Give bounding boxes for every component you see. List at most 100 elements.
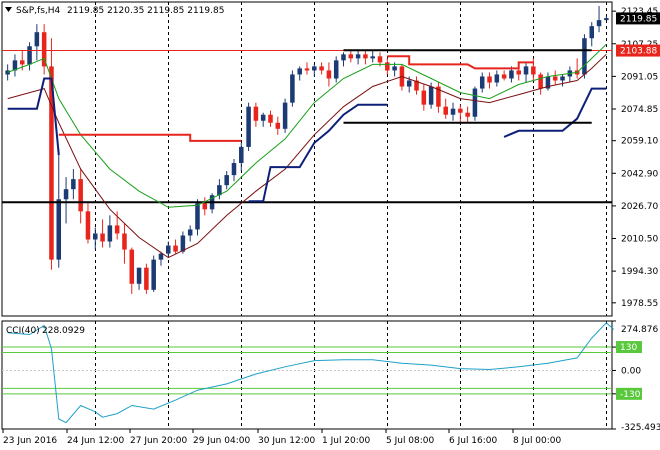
y-tick-label-9: 1978.55 xyxy=(621,299,658,309)
candle-body-69 xyxy=(509,70,514,79)
red-level-tag: 2103.88 xyxy=(620,47,657,57)
cci-tick-label-2: 0.00 xyxy=(621,366,641,376)
cci-plot-border xyxy=(1,320,613,430)
candle-body-53 xyxy=(392,66,397,71)
candle-body-64 xyxy=(472,88,478,117)
x-tick-label-5: 1 Jul 20:00 xyxy=(322,436,371,446)
candle-body-19 xyxy=(144,267,149,290)
cci-plot-frame xyxy=(1,320,613,430)
candle-body-8 xyxy=(63,189,69,200)
candle-body-9 xyxy=(71,179,76,190)
candle-body-79 xyxy=(582,38,587,75)
candle-body-81 xyxy=(596,20,602,27)
last-price-tag-bg xyxy=(616,12,660,25)
candle-body-82 xyxy=(604,18,609,21)
candle-body-23 xyxy=(173,245,178,252)
cci-line xyxy=(7,322,615,424)
candle-body-31 xyxy=(231,163,237,176)
ohlc-values: 2119.85 2120.35 2119.85 2119.85 xyxy=(67,6,224,16)
candle-body-55 xyxy=(406,80,412,87)
x-tick-label-4: 30 Jun 12:00 xyxy=(258,436,315,446)
candle-body-18 xyxy=(136,267,142,284)
cci-tick-label-4: -325.4937 xyxy=(621,423,660,433)
candle-body-52 xyxy=(385,62,390,71)
symbol-title: S&P,fs,H4 xyxy=(16,6,61,16)
candle-body-75 xyxy=(552,76,558,81)
candle-body-25 xyxy=(187,229,193,236)
y-tick-label-5: 2042.90 xyxy=(621,169,658,179)
cci-tick-label-0: 274.876 xyxy=(621,325,658,335)
candle-body-24 xyxy=(180,235,186,252)
candle-body-29 xyxy=(217,185,222,196)
candle-body-48 xyxy=(355,54,361,59)
candle-body-15 xyxy=(114,225,120,234)
candle-body-59 xyxy=(436,86,441,107)
candle-body-60 xyxy=(443,106,448,115)
y-tick-label-4: 2059.10 xyxy=(621,137,658,147)
candle-body-10 xyxy=(78,179,83,212)
candle-body-56 xyxy=(414,80,419,91)
candle-body-74 xyxy=(545,76,551,89)
red-trend-step-0 xyxy=(58,133,242,142)
candle-body-20 xyxy=(151,259,156,290)
candle-body-57 xyxy=(421,90,427,105)
candle-body-62 xyxy=(458,108,463,113)
blue-trend-step-0 xyxy=(7,77,60,156)
candle-body-43 xyxy=(319,66,324,71)
candle-body-68 xyxy=(501,74,507,79)
candle-body-6 xyxy=(49,66,54,260)
fast-moving-average xyxy=(7,43,607,208)
cci-series xyxy=(7,322,615,424)
header-triangle-icon[interactable] xyxy=(5,7,12,12)
cci-header: CCI(40) 228.0929 xyxy=(6,326,85,336)
y-tick-label-6: 2026.70 xyxy=(621,202,658,212)
main-plot-border xyxy=(1,1,613,317)
candle-body-51 xyxy=(377,56,383,63)
candle-body-41 xyxy=(304,68,310,71)
candle-body-46 xyxy=(341,54,346,61)
blue-trend-step-2 xyxy=(503,87,607,138)
candle-body-45 xyxy=(333,60,339,79)
slow-moving-average xyxy=(7,53,607,259)
red-level-tag-bg xyxy=(616,44,660,57)
candle-body-67 xyxy=(494,74,500,83)
cci-level-tag-1: -130 xyxy=(620,390,641,400)
x-tick-label-0: 23 Jun 2016 xyxy=(3,436,57,446)
last-price-tag: 2119.85 xyxy=(620,14,657,24)
candle-body-65 xyxy=(479,76,485,89)
candle-body-36 xyxy=(268,114,273,123)
cci-value: 228.0929 xyxy=(42,326,85,336)
candle-body-16 xyxy=(122,233,127,250)
time-axis: 23 Jun 2016 24 Jun 12:00 27 Jun 20:00 29 Ju… xyxy=(2,429,562,446)
candle-body-35 xyxy=(260,114,266,121)
y-tick-label-0: 2123.45 xyxy=(621,7,658,17)
candle-body-49 xyxy=(363,54,368,59)
candle-body-13 xyxy=(100,233,105,242)
candle-body-27 xyxy=(202,203,208,210)
candle-body-32 xyxy=(239,146,244,164)
x-tick-label-2: 27 Jun 20:00 xyxy=(130,436,187,446)
candle-body-21 xyxy=(158,253,164,260)
x-tick-label-6: 5 Jul 08:00 xyxy=(386,436,435,446)
y-tick-label-2: 2091.05 xyxy=(621,72,658,82)
candle-body-66 xyxy=(487,76,492,83)
cci-axis: 274.876 0.00 -325.4937 130 -130 xyxy=(612,320,660,433)
y-tick-label-7: 2010.50 xyxy=(621,235,658,245)
candle-body-44 xyxy=(326,70,332,79)
candle-body-12 xyxy=(93,233,98,240)
candle-body-50 xyxy=(370,56,375,59)
x-tick-label-7: 6 Jul 16:00 xyxy=(449,436,498,446)
candle-body-3 xyxy=(27,46,32,65)
candle-body-11 xyxy=(85,211,91,240)
candle-body-39 xyxy=(290,74,295,103)
main-plot-frame xyxy=(1,1,613,317)
candle-body-63 xyxy=(465,112,470,117)
candle-body-61 xyxy=(450,108,456,115)
candle-body-71 xyxy=(523,66,529,75)
candle-body-34 xyxy=(253,106,259,121)
cci-level-tag-0: 130 xyxy=(620,343,637,353)
candle-body-1 xyxy=(12,60,18,71)
candle-body-17 xyxy=(129,249,135,284)
cci-level-tag-bg-0 xyxy=(616,341,642,354)
